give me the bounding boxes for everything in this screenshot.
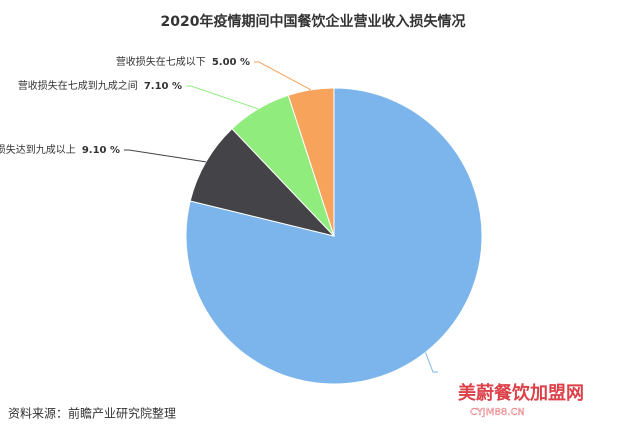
source-note: 资料来源：前瞻产业研究院整理 [8, 406, 176, 421]
label-value: 7.10 % [144, 81, 182, 92]
label-value: 9.10 % [82, 145, 120, 156]
data-label: 营收损失在七成到九成之间 7.10 % [18, 79, 182, 92]
leader-line [124, 149, 206, 163]
data-label: 营收损失在七成以下 5.00 % [116, 55, 250, 68]
leader-line [254, 61, 312, 91]
label-category: 营收损失在七成到九成之间 [18, 79, 138, 92]
label-value: 5.00 % [212, 57, 250, 68]
data-label: 营收损失达到九成以上 9.10 % [0, 143, 120, 156]
chart-title: 2020年疫情期间中国餐饮企业营业收入损失情况 [161, 13, 466, 30]
watermark-url: CYJM88.CN [470, 407, 525, 418]
label-category: 营收损失在七成以下 [116, 55, 206, 68]
pie-slice [189, 128, 336, 237]
label-category: 营收损失达到九成以上 [0, 143, 76, 156]
watermark-name: 美蔚餐饮加盟网 [458, 382, 584, 404]
leader-line [186, 85, 259, 110]
leader-line [424, 352, 438, 373]
pie-slice [287, 87, 335, 237]
